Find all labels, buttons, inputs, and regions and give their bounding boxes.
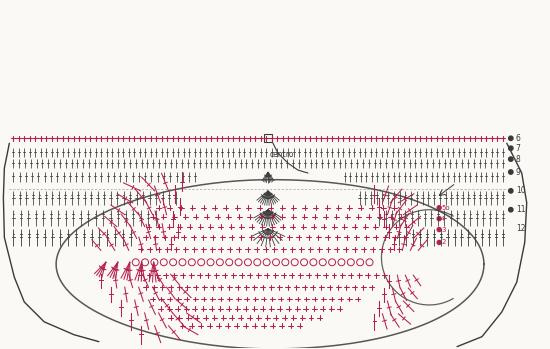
Text: 5o: 5o bbox=[441, 205, 450, 211]
Text: 10: 10 bbox=[516, 186, 525, 195]
Circle shape bbox=[437, 228, 441, 231]
Bar bbox=[264, 134, 272, 142]
Text: 2: 2 bbox=[441, 239, 446, 245]
Text: 7: 7 bbox=[516, 144, 521, 153]
Text: 9: 9 bbox=[516, 168, 521, 177]
Text: 4: 4 bbox=[441, 216, 446, 222]
Circle shape bbox=[509, 208, 513, 212]
Text: 12: 12 bbox=[516, 224, 525, 233]
Text: 11: 11 bbox=[516, 205, 525, 214]
Text: centro: centro bbox=[270, 150, 295, 159]
Circle shape bbox=[509, 136, 513, 141]
Circle shape bbox=[437, 206, 441, 210]
Text: 8: 8 bbox=[516, 155, 520, 164]
Circle shape bbox=[509, 146, 513, 150]
Text: 6: 6 bbox=[516, 134, 521, 143]
Text: 3: 3 bbox=[441, 227, 446, 232]
Circle shape bbox=[437, 240, 441, 244]
Circle shape bbox=[437, 217, 441, 221]
Circle shape bbox=[509, 170, 513, 174]
Circle shape bbox=[509, 189, 513, 193]
Circle shape bbox=[509, 157, 513, 161]
